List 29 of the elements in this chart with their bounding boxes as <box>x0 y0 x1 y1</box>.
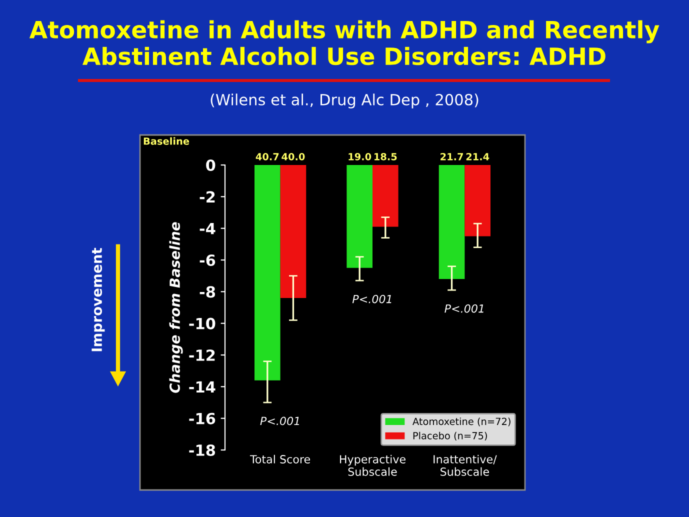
annotation: 19.0 <box>348 152 372 160</box>
y-tick-label: 0 <box>206 159 216 172</box>
x-tick-label: Total Score <box>250 454 310 464</box>
y-tick-label: -10 <box>189 318 216 330</box>
chart-subtitle: (Wilens et al., Drug Alc Dep , 2008) <box>210 94 478 108</box>
y-tick-label: -2 <box>200 191 215 202</box>
y-tick-label: -14 <box>189 381 216 392</box>
x-tick-label: Inattentive/ Subscale <box>434 454 497 476</box>
y-tick-label: -8 <box>200 286 216 298</box>
y-tick-label: -4 <box>200 223 216 234</box>
annotation: 18.5 <box>374 152 397 160</box>
x-tick-label: Hyperactive Subscale <box>340 454 406 476</box>
y-axis-title: Change from Baseline <box>169 222 183 393</box>
chart-title: Atomoxetine in Adults with ADHD and Recently Abstinent Alcohol Use Disorders: ADHD <box>29 20 660 66</box>
y-tick-label: -16 <box>189 412 216 424</box>
legend-label: Atomoxetine (n=72) <box>412 418 510 426</box>
annotation: 21.4 <box>466 152 490 160</box>
y-tick-label: -6 <box>200 254 216 266</box>
text: Baseline <box>144 137 190 145</box>
text: Improvement <box>92 248 105 352</box>
annotation: P<.001 <box>444 304 484 313</box>
annotation: P<.001 <box>352 294 392 304</box>
y-tick-label: -18 <box>189 444 216 456</box>
legend-label: Placebo (n=75) <box>413 432 487 441</box>
annotation: 40.0 <box>282 152 305 160</box>
y-tick-label: -12 <box>189 349 215 361</box>
annotation: 40.7 <box>256 152 279 160</box>
annotation: 21.7 <box>440 152 463 160</box>
annotation: P<.001 <box>260 416 300 426</box>
